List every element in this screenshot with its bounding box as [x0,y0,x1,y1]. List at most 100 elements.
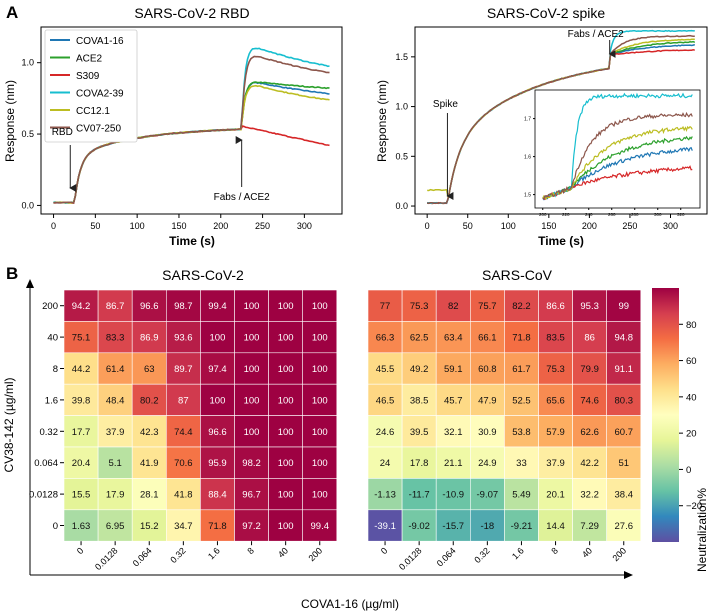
cov2-cell-value: 100 [312,395,328,406]
cov2-cell-value: 75.1 [72,333,91,344]
cov2-cell-value: 100 [312,458,328,469]
cov-cell [572,321,607,354]
cov2-cell-value: 100 [244,364,260,375]
cov-cell-value: 60.8 [478,364,497,375]
cov2-cell [131,289,167,322]
colorbar: −20 0 20 40 60 80 [652,288,702,542]
cov2-cell [97,509,133,542]
cov2-cell-value: 48.4 [106,395,125,406]
heatmap-x-tick-label: 0.0128 [397,546,424,573]
cov2-cell [268,478,304,511]
cov-cell [469,383,505,416]
cov-cell-value: 51 [618,458,629,469]
cov-cell-value: 45.7 [444,395,463,406]
cov-cell-value: 86.6 [546,301,565,312]
rbd-plot-frame [40,26,343,215]
cov2-cell [131,478,167,511]
cov-cell [538,509,573,542]
inset-axis-ticks: 200 220 240 260 280 300 320 1.5 1.6 1.7 [524,117,685,217]
spike-fabs-annotation-label: Fabs / ACE2 [568,29,625,40]
cov2-cell-value: 100 [210,395,226,406]
colorbar-tick-label: −20 [686,501,702,512]
cov-cell [435,383,471,416]
cov2-cell-value: 88.4 [208,490,227,501]
heatmap-x-tick-label: 8 [245,546,256,557]
spike-x-tick-label: 100 [501,221,516,231]
cov2-cell-value: 15.2 [140,521,159,532]
spike-annotation-label: Spike [433,99,458,110]
cov-cell [504,289,539,322]
cov2-cell-value: 100 [312,490,328,501]
cov-cell-value: 5.49 [512,490,531,501]
cov-cell [469,289,505,322]
spike-axis-ticks: 0 50 100 150 200 250 300 0.0 0.5 1.0 1.5 [395,52,678,231]
spike-y-tick-label: 1.0 [395,102,408,112]
cov2-cell-value: 99.4 [311,521,330,532]
panel-label-b: B [6,264,18,283]
cov-cell-value: 75.3 [410,301,429,312]
cov2-cell-value: 95.9 [208,458,227,469]
cov-cell-value: 7.29 [580,521,599,532]
cov-cell-value: -1.13 [374,490,396,501]
rbd-chart-title: SARS-CoV-2 RBD [134,5,249,21]
spike-x-tick-label: 50 [463,221,473,231]
cov2-cell [200,383,235,416]
rbd-y-tick-label: 1.0 [21,58,34,68]
cov2-cell-value: 100 [312,364,328,375]
cov-cell [469,352,505,385]
cov2-cell [63,289,99,322]
cov2-cell-value: 28.1 [140,490,159,501]
cov-cell-value: 17.8 [410,458,429,469]
cov-cell-value: 77 [380,301,391,312]
cov-cell-value: 47.9 [478,395,497,406]
fabs-annotation-label: Fabs / ACE2 [214,192,271,203]
cov2-cell-value: 42.3 [140,427,159,438]
cov-cell [572,383,607,416]
spike-y-axis-label: Response (nm) [375,80,389,162]
cov-cell [572,509,607,542]
cov-cell-value: 37.9 [546,458,565,469]
cov-cell-value: 59.1 [444,364,463,375]
cov-cell [367,478,403,511]
cov-cell-value: 20.1 [546,490,565,501]
rbd-x-tick-label: 50 [90,221,100,231]
cov2-cell [200,446,235,479]
heatmap-y-tick-label: 40 [47,333,58,344]
cov-cell-value: 61.7 [512,364,531,375]
heatmap-x-tick-label: 8 [549,546,560,557]
cov-cell-value: 82.2 [512,301,531,312]
rbd-y-axis-label: Response (nm) [3,80,17,162]
cov-cell-value: 33 [516,458,527,469]
cov-cell [606,478,642,511]
cov2-cell [200,352,235,385]
spike-x-tick-label: 150 [541,221,556,231]
heatmap-y-tick-label: 200 [42,301,58,312]
cov-cell-value: 83.5 [546,333,565,344]
rbd-binding-chart: SARS-CoV-2 RBD 0 50 100 150 200 250 300 0.0 0.5 1… [3,5,343,248]
cov-cell-value: 91.1 [615,364,634,375]
y-axis-arrowhead [26,279,34,288]
cov-cell [367,352,403,385]
rbd-x-tick-label: 100 [130,221,145,231]
cov2-cell [302,415,338,448]
colorbar-label: Neutralization% [695,488,709,572]
inset-y-tick-label: 1.6 [524,155,531,161]
cov-cell-value: 21.1 [444,458,463,469]
cov2-cell-value: 100 [278,301,294,312]
rbd-x-tick-label: 0 [51,221,56,231]
cov-cell-value: 52.5 [512,395,531,406]
cov-cell [606,446,642,479]
cov-cell [435,289,471,322]
spike-y-tick-label: 0.5 [395,151,408,161]
cov-cell [606,289,642,322]
heatmap-x-tick-label: 0.0128 [93,546,120,573]
cov2-cell-value: 74.4 [174,427,193,438]
heatmap-sars-cov-2: 94.2 86.7 96.6 98.7 99.4 100 100 100 75.1 83.3 86.… [63,289,338,542]
cov-cell [538,352,573,385]
neutralization-panel: SARS-CoV-2 SARS-CoV 94.2 86.7 96.6 98.7 99.4… [2,267,709,611]
spike-inset: 200 220 240 260 280 300 320 1.5 1.6 1.7 [524,89,701,217]
cov-cell-value: 32.2 [580,490,599,501]
cov2-cell-value: 100 [278,427,294,438]
spike-x-tick-label: 0 [425,221,430,231]
colorbar-tick-label: 80 [686,320,697,331]
